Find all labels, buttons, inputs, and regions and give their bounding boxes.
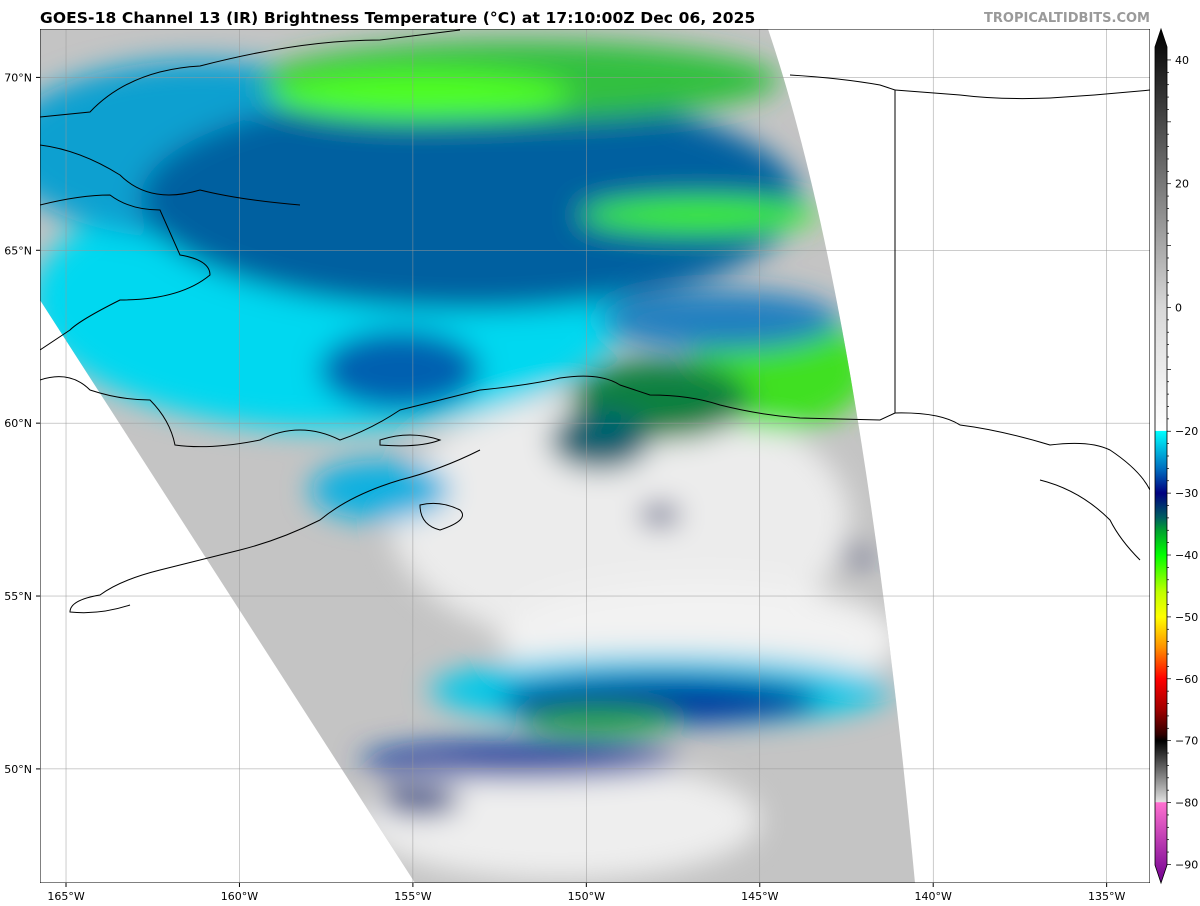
colorbar-tick-label: −70 xyxy=(1175,735,1198,748)
lon-tick-label: 135°W xyxy=(1088,890,1125,903)
lat-tick-label: 60°N xyxy=(4,417,32,430)
lat-tick-label: 55°N xyxy=(4,590,32,603)
lat-tick-label: 50°N xyxy=(4,763,32,776)
map-frame xyxy=(40,29,1150,883)
colorbar-tick-label: 0 xyxy=(1175,301,1182,314)
colorbar-bar xyxy=(1154,27,1168,885)
colorbar: 40 20 0 −20 −30 −40 −50 −60 −70 −80 −90 xyxy=(1154,27,1198,885)
lon-tick-label: 165°W xyxy=(47,890,84,903)
lat-tick-label: 65°N xyxy=(4,244,32,257)
axes-labels: 165°W 160°W 155°W 150°W 145°W 140°W 135°W 70°N 6… xyxy=(4,71,1125,903)
lon-tick-label: 140°W xyxy=(915,890,952,903)
lat-tick-label: 70°N xyxy=(4,71,32,84)
lon-tick-label: 160°W xyxy=(221,890,258,903)
colorbar-tick-label: −90 xyxy=(1175,858,1198,871)
lon-tick-label: 150°W xyxy=(568,890,605,903)
lon-tick-label: 145°W xyxy=(741,890,778,903)
colorbar-tick-label: −50 xyxy=(1175,611,1198,624)
graticule xyxy=(40,29,1150,883)
lon-tick-label: 155°W xyxy=(394,890,431,903)
colorbar-tick-label: −40 xyxy=(1175,549,1198,562)
brand-watermark: TROPICALTIDBITS.COM xyxy=(984,11,1150,26)
colorbar-tick-label: 40 xyxy=(1175,54,1189,67)
colorbar-tick-label: −80 xyxy=(1175,797,1198,810)
colorbar-tick-label: 20 xyxy=(1175,178,1189,191)
colorbar-tick-label: −30 xyxy=(1175,487,1198,500)
coastlines xyxy=(40,29,1150,614)
colorbar-tick-label: −20 xyxy=(1175,425,1198,438)
map-title: GOES-18 Channel 13 (IR) Brightness Tempe… xyxy=(40,9,756,27)
colorbar-tick-label: −60 xyxy=(1175,673,1198,686)
colorbar-ticks: 40 20 0 −20 −30 −40 −50 −60 −70 −80 −90 xyxy=(1167,54,1198,871)
